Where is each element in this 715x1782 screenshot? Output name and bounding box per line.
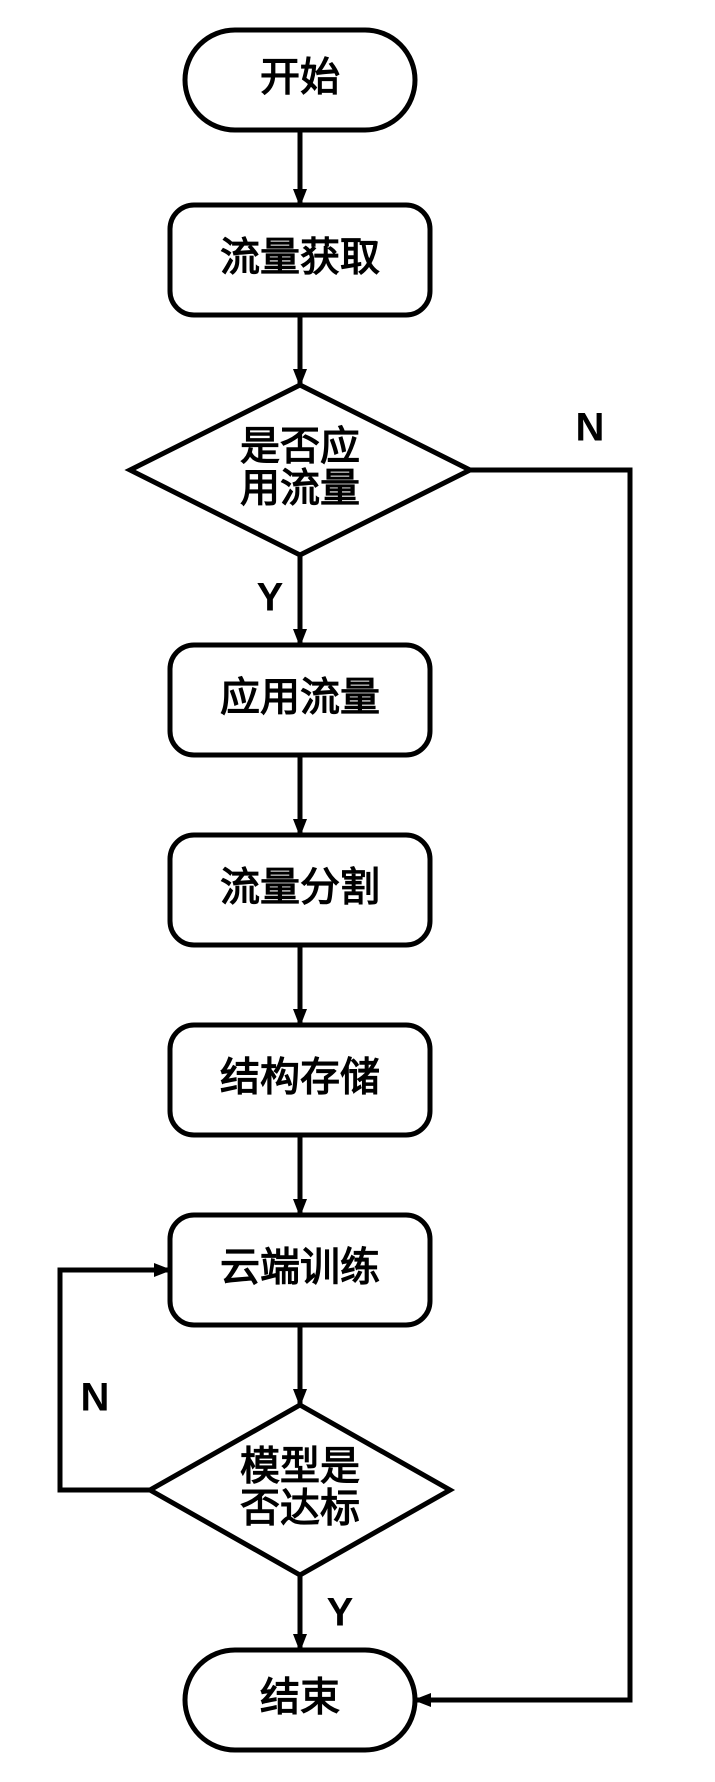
edge-label-isapp-apply: Y <box>257 576 284 620</box>
node-store: 结构存储 <box>170 1025 430 1135</box>
node-isapp-label-1: 用流量 <box>240 467 360 511</box>
node-start: 开始 <box>185 30 415 130</box>
node-end-label-0: 结束 <box>260 1676 340 1720</box>
edge-ok-train <box>60 1270 170 1490</box>
node-train-label-0: 云端训练 <box>220 1246 380 1290</box>
edge-label-ok-train: N <box>81 1376 110 1420</box>
edge-isapp-end <box>415 470 630 1700</box>
node-ok: 模型是否达标 <box>150 1405 450 1575</box>
node-ok-label-0: 模型是 <box>240 1445 360 1489</box>
node-isapp: 是否应用流量 <box>130 385 470 555</box>
node-isapp-label-0: 是否应 <box>240 425 360 469</box>
node-end: 结束 <box>185 1650 415 1750</box>
nodes: 开始流量获取是否应用流量应用流量流量分割结构存储云端训练模型是否达标结束 <box>130 30 470 1750</box>
node-store-label-0: 结构存储 <box>220 1056 380 1100</box>
node-apply: 应用流量 <box>170 645 430 755</box>
node-start-label-0: 开始 <box>260 56 340 100</box>
edge-label-isapp-end: N <box>576 406 605 450</box>
node-split: 流量分割 <box>170 835 430 945</box>
node-acquire-label-0: 流量获取 <box>220 236 380 280</box>
node-ok-label-1: 否达标 <box>240 1487 360 1531</box>
node-acquire: 流量获取 <box>170 205 430 315</box>
flowchart: Y Y N N 开始流量获取是否应用流量应用流量流量分割结构存储云端训练模型是否达标结束 <box>0 0 715 1782</box>
node-train: 云端训练 <box>170 1215 430 1325</box>
node-apply-label-0: 应用流量 <box>220 676 380 720</box>
node-split-label-0: 流量分割 <box>220 866 380 910</box>
edge-label-ok-end: Y <box>327 1591 354 1635</box>
